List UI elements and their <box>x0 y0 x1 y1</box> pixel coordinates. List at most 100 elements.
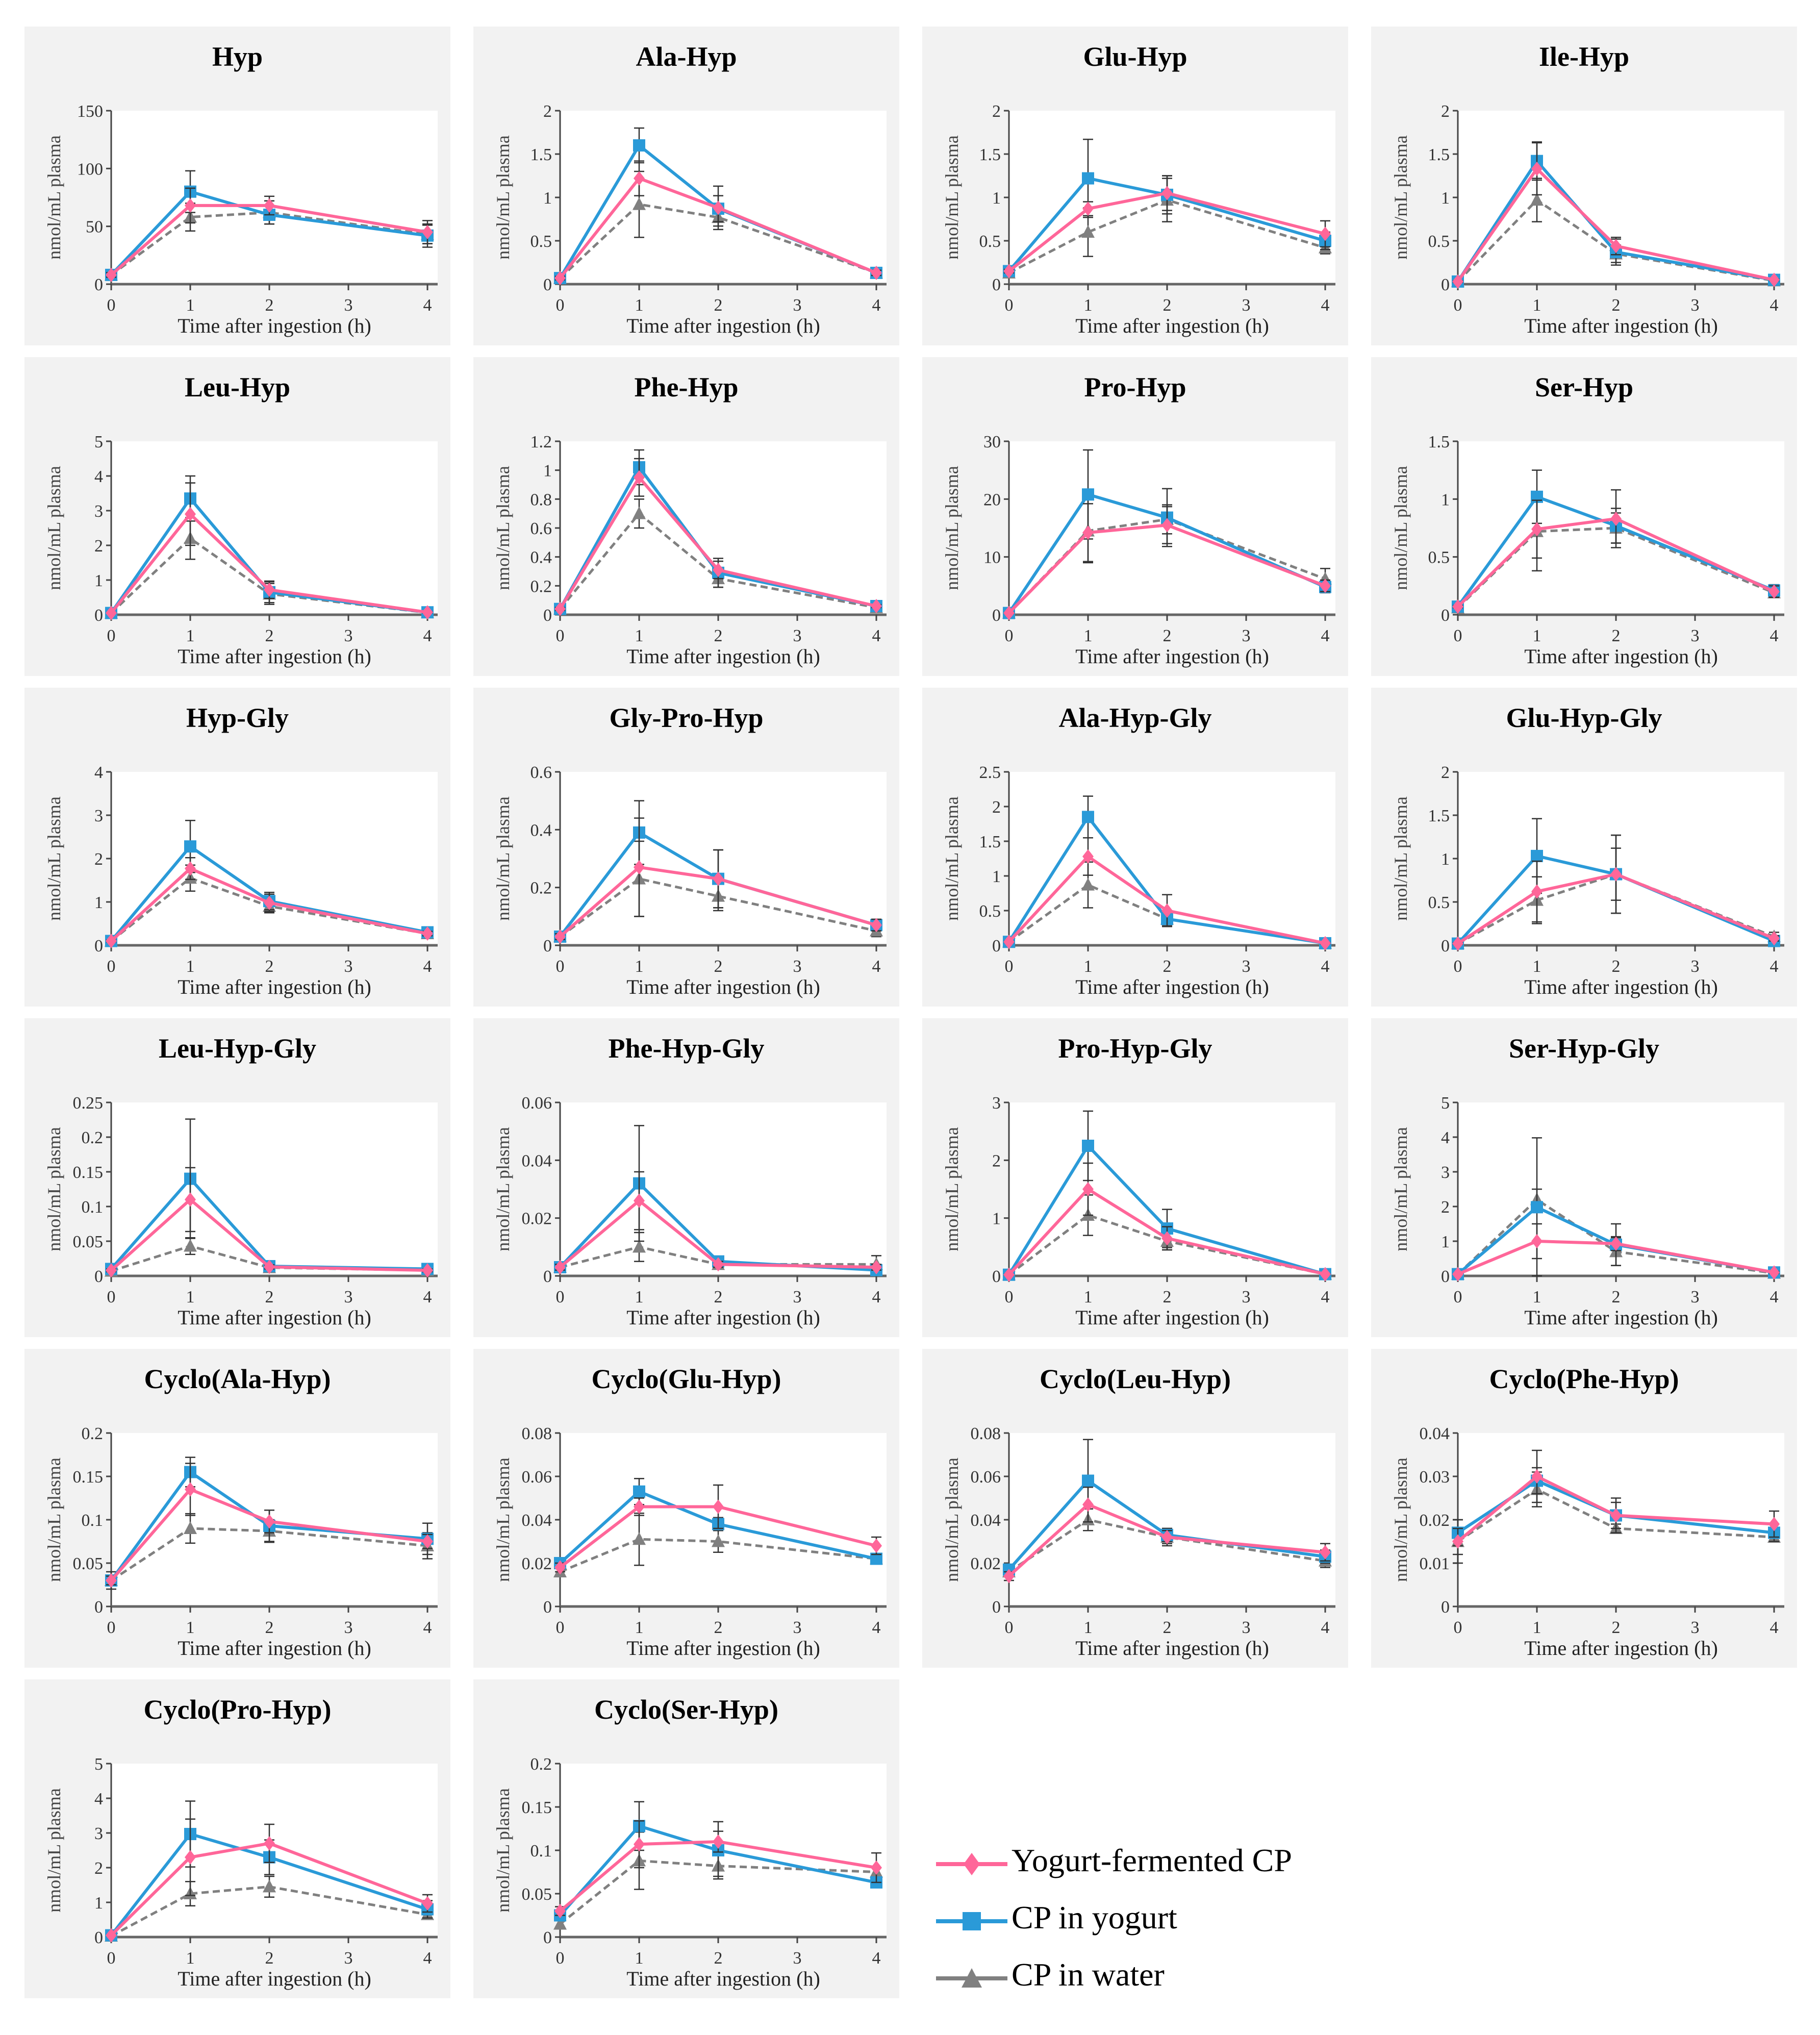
data-point-diamond <box>713 871 724 886</box>
x-axis-label: Time after ingestion (h) <box>1524 314 1718 337</box>
y-tick-label: 2 <box>992 102 1001 121</box>
x-tick-label: 2 <box>714 296 723 315</box>
x-tick-label: 0 <box>1454 626 1462 645</box>
y-tick-label: 50 <box>86 218 103 237</box>
x-axis-label: Time after ingestion (h) <box>1075 1637 1269 1660</box>
y-tick-label: 0 <box>543 1928 552 1947</box>
y-tick-label: 0.5 <box>530 232 552 251</box>
x-tick-label: 3 <box>793 1949 802 1968</box>
data-point-diamond <box>634 1193 645 1208</box>
y-tick-label: 0.6 <box>530 763 552 782</box>
data-point-diamond <box>554 271 566 286</box>
y-tick-label: 0.04 <box>522 1511 552 1530</box>
x-tick-label: 3 <box>344 1618 353 1637</box>
data-point-diamond <box>106 1573 117 1588</box>
y-tick-label: 0.02 <box>971 1554 1001 1573</box>
y-tick-label: 0.01 <box>1420 1554 1450 1573</box>
y-tick-label: 0.2 <box>82 1128 104 1147</box>
y-tick-label: 2 <box>1441 763 1450 782</box>
series-line <box>110 1832 428 1937</box>
x-tick-label: 4 <box>872 1618 881 1637</box>
y-axis-label: nmol/mL plasma <box>44 796 64 921</box>
y-tick-label: 0.02 <box>1420 1511 1450 1530</box>
y-tick-label: 100 <box>77 160 103 179</box>
data-point-diamond <box>1452 1534 1463 1549</box>
data-point-diamond <box>554 1260 566 1274</box>
data-point-triangle <box>633 197 646 210</box>
y-tick-label: 3 <box>94 502 103 521</box>
y-tick-label: 0.6 <box>530 519 552 538</box>
chart-title: Cyclo(Pro-Hyp) <box>143 1694 332 1725</box>
chart-panel-cyclo-pro-hyp: Cyclo(Pro-Hyp) 0 1 2 3 4 5 0 1 2 3 4 Time after inge… <box>24 1679 450 1998</box>
chart-title: Ile-Hyp <box>1538 41 1629 72</box>
x-tick-label: 2 <box>265 1618 274 1637</box>
series-line <box>559 177 877 279</box>
x-tick-label: 0 <box>1005 626 1014 645</box>
series-yogurt-fermented-cp <box>1003 1487 1331 1584</box>
data-point-diamond <box>264 1836 275 1851</box>
y-tick-label: 2 <box>94 1859 103 1878</box>
x-tick-label: 2 <box>265 1288 274 1307</box>
chart-svg: 0 50 100 150 0 1 2 3 4 Time after ingestion (h) nm… <box>44 102 438 337</box>
x-tick-label: 4 <box>1770 957 1779 976</box>
x-tick-label: 3 <box>793 626 802 645</box>
series-yogurt-fermented-cp <box>1003 503 1331 620</box>
data-point-triangle <box>633 1532 646 1545</box>
data-point-diamond <box>871 1539 882 1553</box>
x-axis-label: Time after ingestion (h) <box>1075 314 1269 337</box>
x-tick-label: 4 <box>872 1288 881 1307</box>
legend-item-yogurt-fermented: Yogurt-fermented CP <box>936 1842 1395 1899</box>
chart-title: Ala-Hyp <box>636 41 737 72</box>
x-tick-label: 2 <box>1163 1288 1172 1307</box>
x-tick-label: 2 <box>265 296 274 315</box>
series-yogurt-fermented-cp <box>1452 1449 1780 1555</box>
x-tick-label: 2 <box>1163 1618 1172 1637</box>
chart-panel-glu-hyp: Glu-Hyp 0 0.5 1 1.5 2 0 1 2 3 4 Time after ingestio… <box>922 27 1348 345</box>
x-tick-label: 4 <box>423 1288 432 1307</box>
chart-title: Glu-Hyp <box>1083 41 1187 72</box>
y-tick-label: 30 <box>983 433 1001 451</box>
data-point-diamond <box>1610 1236 1622 1251</box>
data-point-diamond <box>554 601 566 616</box>
series-line <box>1457 1474 1775 1543</box>
data-point-diamond <box>634 1499 645 1514</box>
y-tick-label: 0 <box>1441 1267 1450 1286</box>
x-tick-label: 2 <box>1163 296 1172 315</box>
chart-panel-cyclo-phe-hyp: Cyclo(Phe-Hyp) 0 0.01 0.02 0.03 0.04 0 1 2 3 4 Time… <box>1371 1349 1797 1668</box>
data-point-square <box>1531 849 1543 862</box>
x-tick-label: 3 <box>344 626 353 645</box>
data-point-diamond <box>1610 867 1622 882</box>
x-tick-label: 0 <box>556 957 565 976</box>
x-tick-label: 1 <box>635 1288 644 1307</box>
x-tick-label: 1 <box>186 626 195 645</box>
series-yogurt-fermented-cp <box>106 857 433 948</box>
y-tick-label: 0.5 <box>979 902 1001 921</box>
chart-title: Cyclo(Phe-Hyp) <box>1489 1364 1679 1394</box>
y-tick-label: 0.06 <box>971 1468 1001 1487</box>
data-point-diamond <box>1082 1497 1094 1512</box>
data-point-square <box>1082 488 1094 501</box>
series-line <box>1456 517 1775 608</box>
y-tick-label: 0 <box>543 275 552 294</box>
x-axis-label: Time after ingestion (h) <box>178 645 371 668</box>
chart-title: Phe-Hyp <box>634 372 739 403</box>
y-tick-label: 0.04 <box>1420 1424 1450 1443</box>
chart-svg: 0 1 2 3 4 0 1 2 3 4 Time after ingestion (h) nmol/m… <box>44 763 438 998</box>
x-tick-label: 4 <box>1770 296 1779 315</box>
data-point-diamond <box>185 1482 196 1497</box>
y-tick-label: 1 <box>1441 189 1450 208</box>
x-tick-label: 1 <box>186 1618 195 1637</box>
series-yogurt-fermented-cp <box>554 817 882 944</box>
data-point-diamond <box>1610 511 1622 526</box>
y-tick-label: 0 <box>992 937 1001 956</box>
chart-title: Cyclo(Ser-Hyp) <box>594 1694 778 1725</box>
x-tick-label: 3 <box>1691 1618 1700 1637</box>
series-line <box>1007 1187 1326 1276</box>
y-tick-label: 0.02 <box>522 1210 552 1228</box>
y-tick-label: 1 <box>1441 1233 1450 1251</box>
data-point-triangle <box>633 506 646 519</box>
series-line <box>1007 492 1326 614</box>
chart-panel-cyclo-ala-hyp: Cyclo(Ala-Hyp) 0 0.05 0.1 0.15 0.2 0 1 2 3 4 Time a… <box>24 1349 450 1668</box>
y-tick-label: 2 <box>992 1151 1001 1170</box>
chart-panel-phe-hyp-gly: Phe-Hyp-Gly 0 0.02 0.04 0.06 0 1 2 3 4 Time after … <box>473 1018 899 1337</box>
